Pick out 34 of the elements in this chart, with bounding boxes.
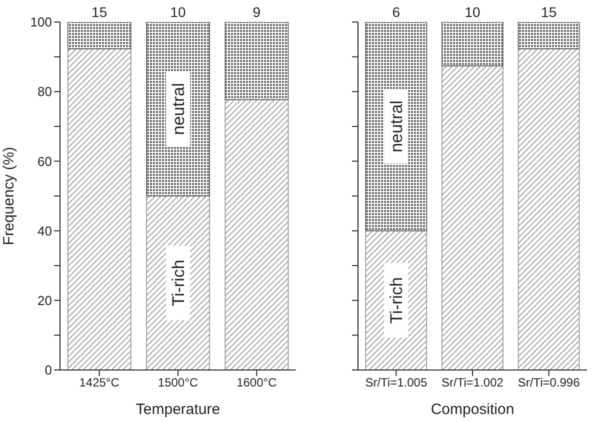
- y-tick-label: 20: [38, 293, 52, 308]
- bar: [224, 22, 289, 100]
- x-tick-label: 1500°C: [158, 376, 198, 390]
- x-tick-label: 1425°C: [79, 376, 120, 390]
- annotation: 15: [92, 4, 108, 20]
- annotation: 15: [541, 4, 557, 20]
- y-tick-label: 100: [30, 14, 52, 30]
- series-label: Ti-rich: [169, 260, 188, 306]
- bar: [365, 22, 428, 232]
- y-tick-label: 40: [38, 223, 52, 238]
- series-label: Ti-rich: [387, 277, 406, 324]
- x-axis-title: Temperature: [136, 401, 220, 418]
- series-label: neutral: [387, 100, 406, 152]
- y-tick-label: 60: [38, 154, 52, 169]
- bar: [67, 22, 132, 50]
- x-tick-label: Sr/Ti=1.005: [365, 376, 428, 390]
- bar: [518, 48, 580, 370]
- x-tick-label: 1600°C: [236, 376, 278, 390]
- annotation: 10: [464, 4, 480, 20]
- annotation: 10: [170, 4, 186, 20]
- y-tick-label: 0: [44, 362, 52, 378]
- y-axis-title: Frequency (%): [0, 146, 18, 246]
- bar: [441, 22, 504, 66]
- annotation: 6: [392, 4, 400, 20]
- y-tick-label: 80: [38, 84, 52, 100]
- x-tick-label: Sr/Ti=1.002: [442, 376, 504, 390]
- x-tick-label: Sr/Ti=0.996: [518, 376, 580, 390]
- bar: [518, 22, 580, 50]
- annotation: 9: [252, 4, 261, 20]
- bar: [67, 48, 132, 370]
- bar: [441, 65, 504, 370]
- x-axis-title: Composition: [430, 401, 514, 418]
- bar: [224, 99, 289, 370]
- series-label: neutral: [169, 83, 188, 135]
